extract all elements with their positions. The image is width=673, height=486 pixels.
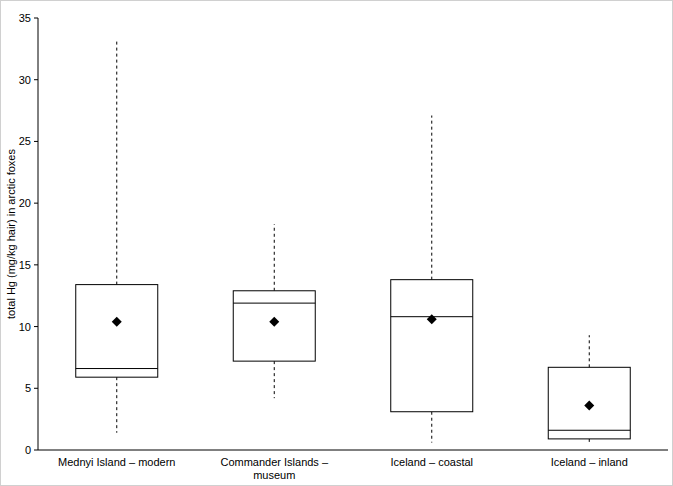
y-tick (34, 18, 38, 19)
y-axis (38, 18, 39, 450)
mean-marker (269, 317, 279, 327)
frame (1, 1, 673, 486)
label-line: Iceland – coastal (390, 456, 473, 468)
median (233, 303, 315, 304)
y-tick (34, 79, 38, 80)
boxes (76, 39, 631, 443)
chart: 0 5 10 15 20 25 30 35 total Hg (mg/kg hair) in a… (0, 0, 673, 486)
upper-whisker (274, 224, 275, 291)
lower-whisker (431, 412, 432, 443)
y-tick (34, 388, 38, 389)
box (391, 280, 473, 412)
median (548, 430, 630, 431)
y-tick (34, 450, 38, 451)
y-axis-label: total Hg (mg/kg hair) in arctic foxes (5, 149, 17, 319)
label-line: Commander Islands – (220, 456, 328, 468)
y-tick-label: 20 (19, 197, 31, 209)
x-axis (38, 450, 668, 451)
upper-whisker (589, 335, 590, 367)
y-tick-label: 30 (19, 74, 31, 86)
y-tick-label: 15 (19, 259, 31, 271)
box (76, 285, 158, 378)
label-line: museum (253, 469, 295, 481)
y-tick-label: 25 (19, 135, 31, 147)
x-tick-label: Mednyi Island – modern (58, 456, 175, 468)
box (233, 291, 315, 361)
label-line: Mednyi Island – modern (58, 456, 175, 468)
x-tick-label: Iceland – coastal (390, 456, 473, 468)
mean-marker (584, 401, 594, 411)
y-tick-label: 35 (19, 12, 31, 24)
box (548, 367, 630, 439)
mean-marker (427, 314, 437, 324)
y-tick-label: 5 (25, 382, 31, 394)
lower-whisker (274, 361, 275, 398)
y-tick (34, 203, 38, 204)
y-tick-label: 10 (19, 321, 31, 333)
y-tick (34, 264, 38, 265)
x-tick-label: Commander Islands –museum (220, 456, 328, 481)
y-tick (34, 141, 38, 142)
upper-whisker (116, 39, 117, 285)
x-tick-label: Iceland – inland (551, 456, 628, 468)
mean-marker (112, 317, 122, 327)
upper-whisker (431, 116, 432, 280)
lower-whisker (589, 439, 590, 443)
y-tick-label: 0 (25, 444, 31, 456)
lower-whisker (116, 377, 117, 433)
label-line: Iceland – inland (551, 456, 628, 468)
y-tick (34, 326, 38, 327)
median (76, 368, 158, 369)
